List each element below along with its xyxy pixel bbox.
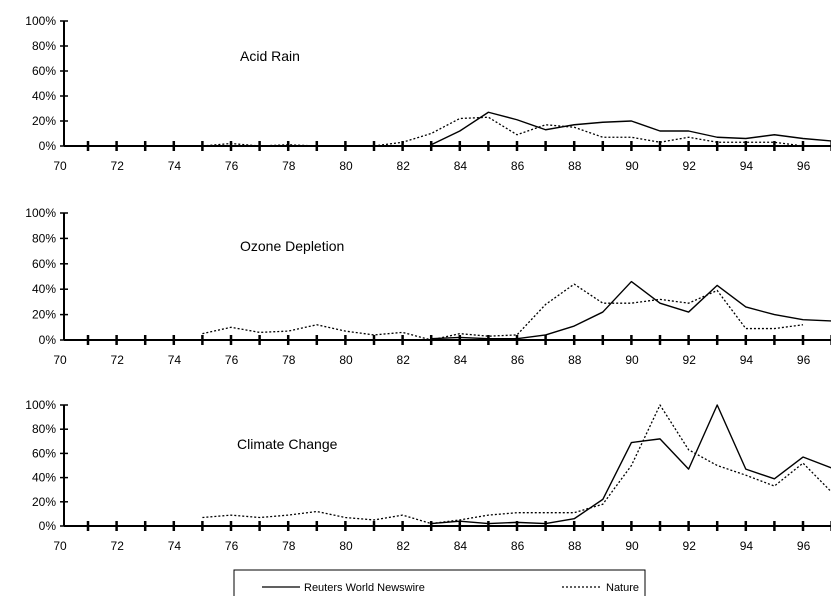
x-tick-label: 82 xyxy=(397,159,411,173)
x-tick-label: 92 xyxy=(683,159,697,173)
x-tick-label: 90 xyxy=(625,353,639,367)
x-tick-label: 86 xyxy=(511,353,525,367)
chart-panel-acid-rain: 0% 20% 40% 60% 80% 100% 70 72 74 76 78 80 82 84 86 88 90… xyxy=(25,14,831,173)
data-point-nature xyxy=(459,118,461,120)
x-tick-label: 80 xyxy=(339,159,353,173)
x-tick-label: 76 xyxy=(225,353,239,367)
chart-panel-ozone-depletion: 0% 20% 40% 60% 80% 100% 70 72 74 76 78 80 82 84 86 88 90… xyxy=(25,206,831,367)
data-point-nature xyxy=(774,485,776,487)
series-line-reuters-world-newswire xyxy=(430,111,831,146)
y-tick-label: 100% xyxy=(25,206,56,220)
y-tick-label: 20% xyxy=(32,308,56,322)
x-tick-label: 72 xyxy=(111,539,125,553)
y-tick-label: 80% xyxy=(32,422,56,436)
series-line-reuters-world-newswire xyxy=(431,280,831,340)
x-tick-label: 96 xyxy=(797,353,811,367)
series-line-nature xyxy=(202,283,804,341)
x-tick-label: 94 xyxy=(740,539,754,553)
y-tick-label: 0% xyxy=(39,139,57,153)
y-tick-label: 40% xyxy=(32,89,56,103)
x-tick-label: 74 xyxy=(168,159,182,173)
data-point-nature xyxy=(545,124,547,126)
x-tick-label: 84 xyxy=(454,159,468,173)
chart-title: Acid Rain xyxy=(240,48,300,64)
y-tick-label: 20% xyxy=(32,114,56,128)
y-tick-label: 0% xyxy=(39,333,57,347)
x-tick-label: 94 xyxy=(740,159,754,173)
x-tick-label: 72 xyxy=(111,159,125,173)
x-tick-label: 74 xyxy=(168,353,182,367)
x-tick-label: 84 xyxy=(454,539,468,553)
y-tick-label: 60% xyxy=(32,64,56,78)
y-tick-label: 60% xyxy=(32,446,56,460)
x-tick-label: 96 xyxy=(797,159,811,173)
x-tick-label: 78 xyxy=(282,159,296,173)
legend-label-nature: Nature xyxy=(606,582,639,594)
data-point-nature xyxy=(545,512,547,514)
legend-label-reuters-world-newswire: Reuters World Newswire xyxy=(304,582,425,594)
chart-title: Ozone Depletion xyxy=(240,238,344,254)
series-line-reuters-world-newswire xyxy=(431,404,831,525)
x-tick-label: 90 xyxy=(625,539,639,553)
x-tick-label: 96 xyxy=(797,539,811,553)
y-tick-label: 40% xyxy=(32,282,56,296)
x-tick-label: 88 xyxy=(568,353,582,367)
data-point-nature xyxy=(631,136,633,138)
data-point-nature xyxy=(316,511,318,513)
y-tick-label: 100% xyxy=(25,398,56,412)
series-line-nature xyxy=(202,404,831,525)
x-tick-label: 76 xyxy=(225,539,239,553)
x-tick-label: 76 xyxy=(225,159,239,173)
x-tick-label: 80 xyxy=(339,353,353,367)
x-tick-label: 74 xyxy=(168,539,182,553)
data-point-nature xyxy=(402,332,404,334)
x-tick-label: 82 xyxy=(397,539,411,553)
y-tick-label: 100% xyxy=(25,14,56,28)
y-tick-label: 80% xyxy=(32,39,56,53)
y-tick-label: 80% xyxy=(32,231,56,245)
x-tick-label: 86 xyxy=(511,159,525,173)
x-tick-label: 86 xyxy=(511,539,525,553)
x-tick-label: 70 xyxy=(53,539,67,553)
data-point-nature xyxy=(287,330,289,332)
x-tick-label: 94 xyxy=(740,353,754,367)
x-tick-label: 82 xyxy=(397,353,411,367)
legend: Reuters World Newswire Nature xyxy=(233,569,646,596)
x-tick-label: 92 xyxy=(683,353,697,367)
y-tick-label: 20% xyxy=(32,495,56,509)
data-point-nature xyxy=(631,302,633,304)
x-tick-label: 72 xyxy=(111,353,125,367)
y-tick-label: 0% xyxy=(39,519,57,533)
x-tick-label: 92 xyxy=(683,539,697,553)
chart-title: Climate Change xyxy=(237,436,338,452)
y-tick-label: 40% xyxy=(32,471,56,485)
x-tick-label: 88 xyxy=(568,539,582,553)
chart-panel-climate-change: 0% 20% 40% 60% 80% 100% 70 72 74 76 78 80 82 84 86 88 90… xyxy=(25,398,831,553)
x-tick-label: 70 xyxy=(53,159,67,173)
legend-box xyxy=(233,569,646,596)
series-line-nature xyxy=(202,116,804,147)
y-tick-label: 60% xyxy=(32,257,56,271)
x-tick-label: 84 xyxy=(454,353,468,367)
x-tick-label: 80 xyxy=(339,539,353,553)
x-tick-label: 78 xyxy=(282,539,296,553)
x-tick-label: 78 xyxy=(282,353,296,367)
x-tick-label: 90 xyxy=(625,159,639,173)
x-tick-label: 70 xyxy=(53,353,67,367)
x-tick-label: 88 xyxy=(568,159,582,173)
chart-panels: 0% 20% 40% 60% 80% 100% 70 72 74 76 78 80 82 84 86 88 90… xyxy=(25,14,831,553)
